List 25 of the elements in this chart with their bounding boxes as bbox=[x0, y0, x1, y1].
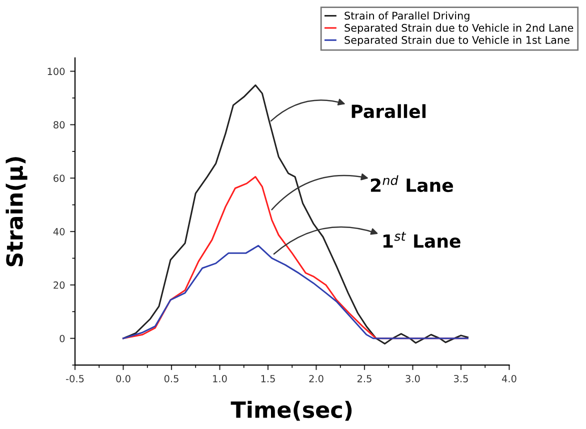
x-tick-label: 1.5 bbox=[261, 375, 275, 382]
x-tick-label: 2.5 bbox=[357, 374, 372, 382]
legend-label: Separated Strain due to Vehicle in 2nd Lane bbox=[344, 24, 574, 34]
line-series bbox=[122, 84, 469, 344]
x-tick-label: 3.0 bbox=[406, 374, 420, 382]
y-tick-label: 20 bbox=[54, 281, 65, 289]
annotation: 2$^{nd}$ Lane bbox=[370, 175, 453, 192]
x-tick-label: 4.0 bbox=[502, 374, 516, 382]
y-tick-label: 60 bbox=[54, 174, 65, 182]
x-tick-label: 2.0 bbox=[309, 374, 324, 382]
x-tick-label: 3.5 bbox=[454, 374, 468, 382]
y-tick-label: 80 bbox=[54, 121, 65, 129]
y-axis-title: Strain(μ) bbox=[6, 157, 28, 266]
x-tick-label: 1.0 bbox=[213, 374, 227, 382]
x-axis-title: Time(sec) bbox=[230, 400, 352, 421]
y-tick-label: 40 bbox=[53, 228, 65, 236]
legend-label: Strain of Parallel Driving bbox=[344, 12, 470, 22]
legend-label: Separated Strain due to Vehicle in 1st Lane bbox=[344, 36, 570, 46]
x-tick-label: 0.0 bbox=[116, 374, 130, 382]
annotation: Parallel bbox=[352, 104, 426, 118]
y-tick-label: 0 bbox=[60, 334, 65, 342]
x-tick-label: -0.5 bbox=[66, 374, 84, 382]
x-tick-label: 0.5 bbox=[164, 374, 178, 382]
y-tick-label: 100 bbox=[48, 68, 65, 76]
annotation: 1$^{st}$ Lane bbox=[383, 232, 460, 248]
